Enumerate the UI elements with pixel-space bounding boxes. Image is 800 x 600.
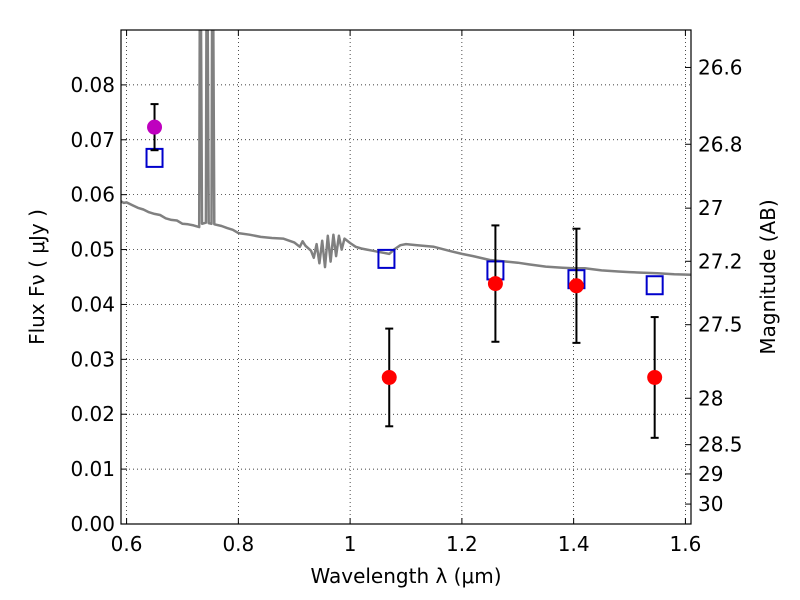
y2-tick-label: 28.5 [698, 433, 743, 457]
x-tick-label: 1.4 [558, 532, 590, 556]
y2-tick-label: 29 [698, 462, 723, 486]
y2-tick-label: 26.8 [698, 132, 743, 156]
y-tick-label: 0.08 [70, 73, 115, 97]
x-tick-label: 1 [344, 532, 357, 556]
measured-point [147, 119, 163, 135]
y-tick-label: 0.05 [70, 238, 115, 262]
y2-tick-label: 27 [698, 196, 723, 220]
y2-tick-label: 27.5 [698, 313, 743, 337]
y-tick-label: 0.06 [70, 183, 115, 207]
x-tick-label: 1.6 [670, 532, 702, 556]
model-band-point [377, 248, 396, 269]
y2-axis-title: Magnitude (AB) [756, 199, 780, 354]
measured-point [568, 278, 584, 294]
y2-axis-ticks: 26.6 26.8 27 27.2 27.5 28 28.5 29 30 [685, 55, 743, 516]
measured-point [487, 276, 503, 292]
y-tick-label: 0.03 [70, 347, 115, 371]
measured-point [381, 369, 397, 385]
y-tick-label: 0.02 [70, 402, 115, 426]
x-axis-title: Wavelength λ (μm) [310, 564, 501, 588]
y-tick-label: 0.07 [70, 128, 115, 152]
x-tick-label: 1.2 [446, 532, 478, 556]
y2-tick-label: 30 [698, 492, 723, 516]
model-band-point [645, 275, 664, 296]
y-axis-title: Flux Fν ( μJy ) [25, 209, 49, 345]
y-axis-ticks: 0.00 0.01 0.02 0.03 0.04 0.05 0.06 0.07 0.08 [70, 73, 127, 536]
y2-tick-label: 28 [698, 386, 723, 410]
y-tick-label: 0.04 [70, 292, 115, 316]
x-axis-ticks: 0.6 0.8 1 1.2 1.4 1.6 [111, 30, 702, 556]
y-tick-label: 0.01 [70, 457, 115, 481]
y-tick-label: 0.00 [70, 512, 115, 536]
x-tick-label: 0.8 [222, 532, 254, 556]
x-tick-label: 0.6 [111, 532, 143, 556]
plot-frame [120, 29, 692, 525]
y2-tick-label: 27.2 [698, 249, 743, 273]
measured-points [147, 119, 663, 385]
measured-point [647, 369, 663, 385]
y2-tick-label: 26.6 [698, 55, 743, 79]
